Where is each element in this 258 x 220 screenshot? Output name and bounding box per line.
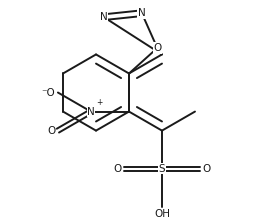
Text: OH: OH [154,209,170,219]
Text: ⁻O: ⁻O [41,88,55,97]
Text: N: N [87,106,95,117]
Text: O: O [203,164,211,174]
Text: +: + [96,98,103,107]
Text: S: S [159,164,165,174]
Text: O: O [153,43,162,53]
Text: N: N [100,12,108,22]
Text: O: O [113,164,121,174]
Text: N: N [138,8,146,18]
Text: O: O [47,126,55,136]
